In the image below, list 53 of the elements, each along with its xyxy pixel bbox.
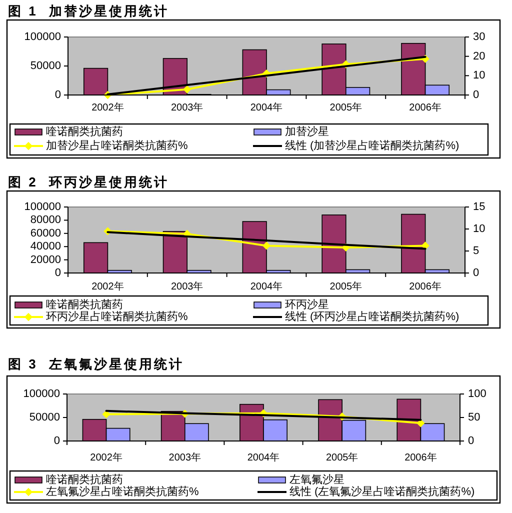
y-tick-label: 50000 [30,60,61,72]
legend-label: 喹诺酮类抗菌药 [46,298,123,311]
y2-tick-label: 10 [473,70,486,82]
y-tick-label: 60000 [30,227,61,240]
x-tick-label: 2002年 [92,102,124,114]
x-tick-label: 2006年 [404,452,437,464]
legend-label: 加替沙星占喹诺酮类抗菌药% [46,139,188,152]
x-tick-label: 2005年 [330,102,362,114]
y2-tick-label: 0 [468,435,474,447]
y-tick-label: 40000 [30,240,61,253]
chart-title: 图 1 加替沙星使用统计 [8,4,170,18]
y-tick-label: 100000 [23,388,60,400]
y2-tick-label: 30 [473,31,486,43]
y2-tick-label: 50 [468,412,480,424]
x-tick-label: 2004年 [250,280,283,292]
x-tick-label: 2002年 [92,280,124,292]
x-tick-label: 2005年 [330,280,362,292]
x-tick-label: 2006年 [409,280,442,292]
legend-label: 加替沙星 [285,125,329,138]
chart-title: 图 2 环丙沙星使用统计 [8,174,170,190]
legend-label: 左氧氟沙星占喹诺酮类抗菌药% [46,485,199,498]
y2-tick-label: 15 [473,201,486,213]
legend-label: 喹诺酮类抗菌药 [46,125,123,138]
y-tick-label: 100000 [24,31,61,43]
x-tick-label: 2004年 [247,452,280,464]
y2-tick-label: 0 [473,89,480,101]
chart-title: 图 3 左氧氟沙星使用统计 [8,356,184,372]
legend-label: 线性 (左氧氟沙星占喹诺酮类抗菌药%) [290,485,475,498]
legend-label: 左氧氟沙星 [290,473,344,486]
x-tick-label: 2005年 [326,452,358,464]
y2-tick-label: 5 [473,245,480,257]
y2-tick-label: 0 [473,267,480,279]
y2-tick-label: 20 [473,50,486,62]
y-tick-label: 0 [54,267,61,279]
y-tick-label: 50000 [29,412,60,424]
y-tick-label: 0 [54,435,60,447]
x-tick-label: 2003年 [170,280,204,292]
x-tick-label: 2006年 [409,102,442,114]
y-tick-label: 0 [54,89,61,101]
y-tick-label: 100000 [24,201,61,213]
x-tick-label: 2002年 [90,452,122,464]
x-tick-label: 2003年 [170,102,204,114]
legend-label: 喹诺酮类抗菌药 [46,473,123,486]
y2-tick-label: 10 [473,223,486,235]
x-tick-label: 2003年 [168,452,202,464]
y2-tick-label: 100 [468,388,486,400]
legend-label: 线性 (环丙沙星占喹诺酮类抗菌药%) [285,310,460,323]
legend-label: 环丙沙星占喹诺酮类抗菌药% [46,310,188,323]
legend-label: 环丙沙星 [285,298,329,311]
x-tick-label: 2004年 [250,102,283,114]
y-tick-label: 20000 [30,254,61,266]
legend-label: 线性 (加替沙星占喹诺酮类抗菌药%) [285,139,460,152]
y-tick-label: 80000 [30,214,61,226]
